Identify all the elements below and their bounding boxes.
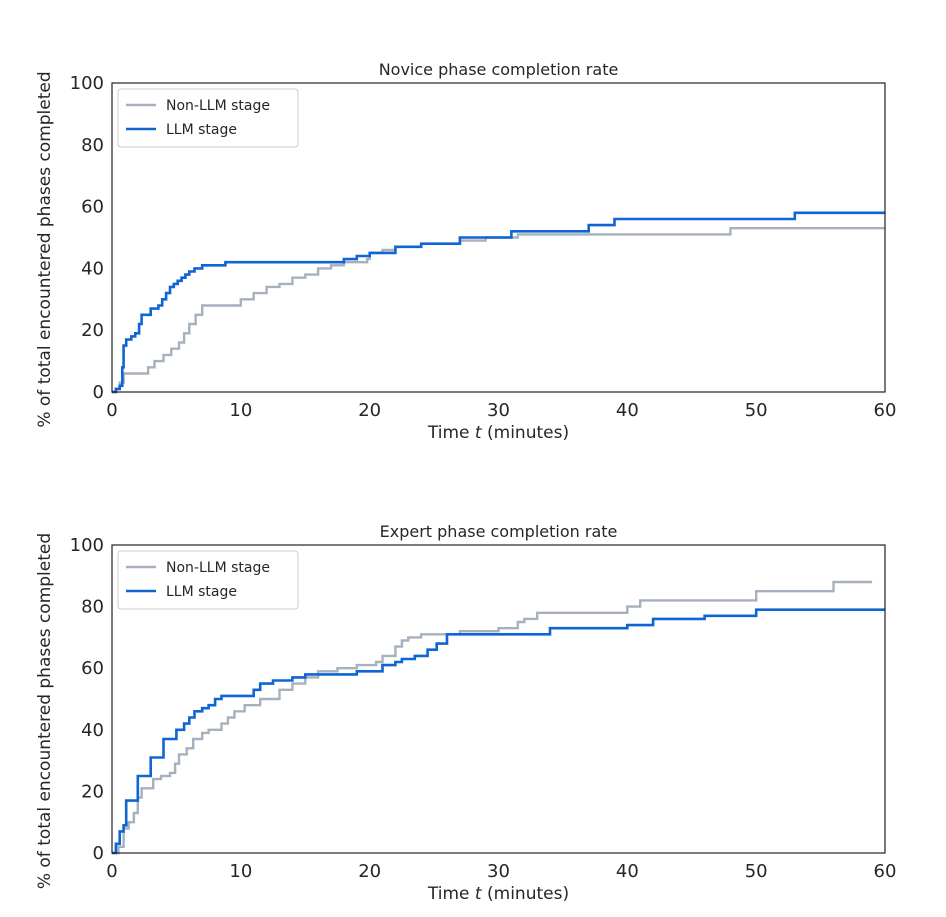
y-tick-label: 80 [81,135,104,156]
x-tick-label: 10 [229,861,252,882]
x-tick-label: 60 [874,861,897,882]
legend-label-non-llm: Non-LLM stage [166,98,270,114]
y-tick-label: 20 [81,320,104,341]
y-tick-label: 100 [70,73,104,94]
legend-label-llm: LLM stage [166,122,237,138]
x-tick-label: 60 [874,400,897,421]
non-llm-series-line [112,227,885,394]
y-tick-label: 60 [81,658,104,679]
y-tick-label: 80 [81,597,104,618]
chart-panel-2: Expert phase completion rate 0 10 20 30 40 50 6… [35,522,896,904]
legend-box [117,550,299,610]
x-tick-label: 30 [487,861,510,882]
legend-box [117,88,299,148]
chart-panel-1: Novice phase completion rate 0 10 20 30 40 50 6… [35,60,896,443]
y-axis-label: % of total encountered phases completed [35,533,55,889]
chart-title: Expert phase completion rate [380,522,618,541]
llm-series-line [112,211,885,394]
y-tick-label: 40 [81,720,104,741]
y-tick-label: 100 [70,535,104,556]
x-axis-label: Time t (minutes) [427,884,569,904]
x-tick-label: 0 [106,400,117,421]
legend-label-non-llm: Non-LLM stage [166,560,270,576]
x-tick-label: 30 [487,400,510,421]
x-tick-label: 20 [358,400,381,421]
llm-series-line [112,608,885,855]
x-tick-label: 0 [106,861,117,882]
x-tick-label: 50 [745,861,768,882]
y-tick-label: 40 [81,258,104,279]
legend-label-llm: LLM stage [166,584,237,600]
chart-title: Novice phase completion rate [379,60,619,79]
x-tick-label: 10 [229,400,252,421]
x-axis-label: Time t (minutes) [427,423,569,443]
y-tick-label: 20 [81,781,104,802]
y-tick-label: 0 [93,843,104,864]
y-tick-label: 60 [81,197,104,218]
x-tick-label: 50 [745,400,768,421]
x-tick-label: 40 [616,861,639,882]
legend: Non-LLM stage LLM stage [117,550,299,610]
non-llm-series-line [112,580,873,855]
y-tick-label: 0 [93,382,104,403]
y-axis-label: % of total encountered phases completed [35,71,55,427]
axes-frame [111,544,886,854]
axes-frame [111,82,886,393]
x-tick-label: 40 [616,400,639,421]
x-tick-label: 20 [358,861,381,882]
legend: Non-LLM stage LLM stage [117,88,299,148]
